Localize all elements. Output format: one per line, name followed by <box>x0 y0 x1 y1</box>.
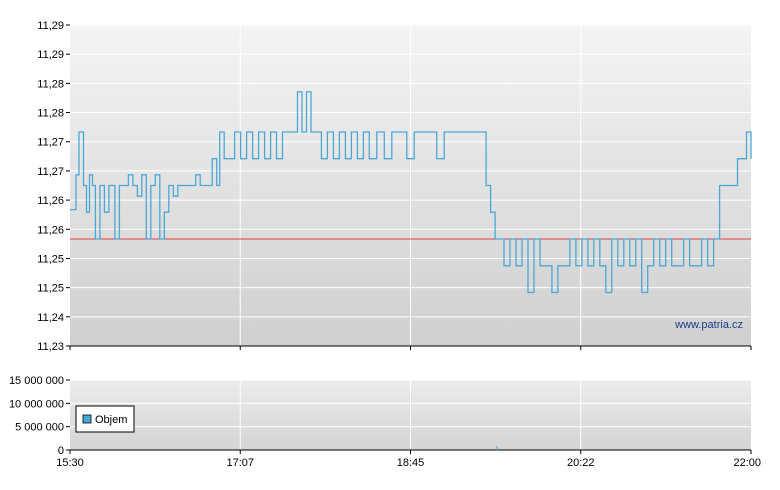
volume-legend: Objem <box>75 405 135 433</box>
price-y-tick-label: 11,27 <box>37 166 64 178</box>
x-tick-label: 20:22 <box>567 457 595 469</box>
volume-y-tick-label: 10 000 000 <box>9 398 64 410</box>
price-y-tick-label: 11,26 <box>37 195 64 207</box>
volume-y-tick-label: 15 000 000 <box>9 375 64 387</box>
volume-y-tick-label: 0 <box>58 445 64 457</box>
x-tick-label: 22:00 <box>733 457 761 469</box>
price-y-tick-label: 11,29 <box>37 20 64 32</box>
legend-label: Objem <box>95 414 127 426</box>
x-tick-label: 15:30 <box>56 457 84 469</box>
price-y-tick-label: 11,23 <box>37 341 64 353</box>
price-grid <box>70 24 751 346</box>
volume-y-axis: 15 000 000 10 000 000 5 000 000 0 <box>9 375 70 457</box>
price-line <box>70 91 752 294</box>
price-y-tick-label: 11,24 <box>37 312 64 324</box>
x-tick-label: 17:07 <box>226 457 254 469</box>
price-y-tick-label: 11,28 <box>37 108 64 120</box>
price-y-tick-label: 11,28 <box>37 78 64 90</box>
price-y-tick-label: 11,26 <box>37 224 64 236</box>
volume-grid <box>70 379 751 450</box>
volume-x-ticks: 15:30 17:07 18:45 20:22 22:00 <box>56 450 761 469</box>
price-y-tick-label: 11,29 <box>37 49 64 61</box>
x-tick-label: 18:45 <box>397 457 425 469</box>
price-y-tick-label: 11,27 <box>37 137 64 149</box>
price-y-tick-label: 11,25 <box>37 253 64 265</box>
watermark: www.patria.cz <box>674 319 743 331</box>
price-y-axis: 11,29 11,29 11,28 11,28 11,27 11,27 11,26 11,26… <box>37 20 70 353</box>
price-x-ticks <box>69 346 752 350</box>
volume-y-tick-label: 5 000 000 <box>15 422 64 434</box>
legend-swatch <box>82 414 92 424</box>
price-y-tick-label: 11,25 <box>37 283 64 295</box>
